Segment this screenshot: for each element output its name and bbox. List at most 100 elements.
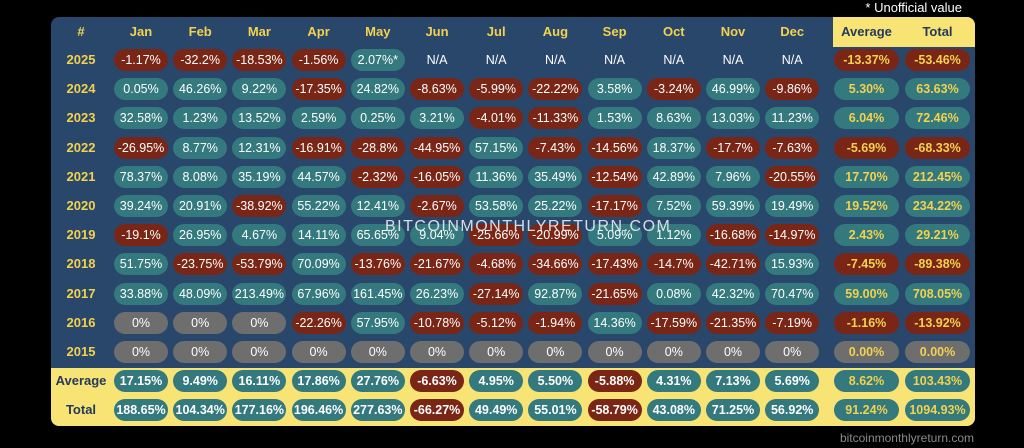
row-label-2018: 2018: [66, 256, 96, 272]
cell-2016-sep: 14.36%: [587, 311, 642, 334]
cell-2015-aug: 0%: [528, 341, 583, 363]
cell-total-total: 1094.93%: [905, 399, 970, 422]
site-url: bitcoinmonthlyreturn.com: [839, 431, 974, 445]
cell-2019-aug: -20.99%: [528, 224, 583, 247]
cell-total-mar: 177.16%: [232, 399, 287, 422]
cell-2023-nov: 13.03%: [706, 107, 760, 130]
cell-total-jul: 49.49%: [469, 399, 524, 422]
cell-2022-sep: -14.56%: [587, 136, 642, 159]
cell-2016-may: 57.95%: [350, 311, 405, 334]
cell-2020-jan: 39.24%: [114, 195, 168, 217]
summary-header-highlight: [833, 17, 975, 47]
col-header-aug: Aug: [542, 24, 569, 39]
cell-total-dec: 56.92%: [765, 399, 820, 422]
cell-2018-sep: -17.43%: [587, 253, 642, 276]
cell-2021-feb: 8.08%: [173, 165, 228, 188]
cell-2022-aug: -7.43%: [528, 136, 583, 159]
cell-2022-jan: -26.95%: [114, 136, 168, 159]
col-header-mar: Mar: [247, 24, 271, 39]
cell-average-sep: -5.88%: [587, 370, 642, 393]
row-label-2021: 2021: [66, 168, 96, 184]
cell-average-oct: 4.31%: [646, 370, 701, 393]
cell-2021-apr: 44.57%: [291, 165, 346, 188]
cell-2023-feb: 1.23%: [173, 107, 228, 130]
cell-2022-dec: -7.63%: [765, 136, 820, 159]
cell-2017-oct: 0.08%: [646, 282, 701, 305]
cell-2024-jul: -5.99%: [469, 78, 524, 101]
cell-2023-mar: 13.52%: [232, 107, 287, 130]
cell-2024-nov: 46.99%: [706, 78, 760, 101]
row-label-2022: 2022: [66, 139, 96, 155]
cell-2018-aug: -34.66%: [528, 253, 583, 276]
cell-2019-feb: 26.95%: [173, 224, 228, 247]
cell-2020-dec: 19.49%: [765, 195, 820, 217]
cell-2017-jun: 26.23%: [410, 282, 464, 305]
cell-2023-may: 0.25%: [350, 107, 405, 130]
col-header-jun: Jun: [425, 24, 449, 39]
cell-2021-aug: 35.49%: [528, 165, 583, 188]
cell-2022-jun: -44.95%: [410, 136, 464, 159]
cell-2016-feb: 0%: [173, 311, 228, 334]
cell-average-feb: 9.49%: [173, 370, 228, 393]
cell-2016-oct: -17.59%: [646, 311, 701, 334]
cell-2015-may: 0%: [350, 341, 405, 363]
cell-average-dec: 5.69%: [765, 370, 820, 393]
cell-average-jan: 17.15%: [114, 370, 168, 393]
cell-average-total: 103.43%: [905, 370, 970, 393]
cell-2018-jan: 51.75%: [114, 253, 168, 276]
cell-2015-nov: 0%: [706, 341, 760, 363]
cell-2015-feb: 0%: [173, 341, 228, 363]
cell-2023-jan: 32.58%: [114, 107, 168, 130]
cell-2024-aug: -22.22%: [528, 78, 583, 101]
cell-2016-jun: -10.78%: [410, 311, 464, 334]
row-label-2015: 2015: [66, 344, 96, 359]
cell-2025-jun: N/A: [426, 53, 448, 67]
cell-2016-nov: -21.35%: [706, 311, 760, 334]
cell-average-nov: 7.13%: [706, 370, 760, 393]
cell-2017-dec: 70.47%: [765, 282, 820, 305]
cell-2023-aug: -11.33%: [528, 107, 583, 130]
cell-2021-sep: -12.54%: [587, 165, 642, 188]
cell-2021-jul: 11.36%: [469, 165, 524, 188]
col-header-hash: #: [77, 24, 85, 39]
cell-2020-total: 234.22%: [905, 195, 970, 217]
cell-total-sep: -58.79%: [587, 399, 642, 422]
cell-2025-dec: N/A: [781, 53, 803, 67]
cell-2016-apr: -22.26%: [291, 311, 346, 334]
cell-2022-may: -28.8%: [350, 136, 405, 159]
cell-2015-total: 0.00%: [905, 341, 970, 363]
cell-2019-jun: 9.04%: [410, 224, 464, 247]
cell-2016-dec: -7.19%: [765, 311, 820, 334]
cell-2023-average: 6.04%: [834, 107, 899, 130]
cell-2019-sep: 5.09%: [587, 224, 642, 247]
cell-2020-nov: 59.39%: [706, 195, 760, 217]
cell-total-jun: -66.27%: [410, 399, 464, 422]
cell-2020-jun: -2.67%: [410, 195, 464, 217]
cell-total-aug: 55.01%: [528, 399, 583, 422]
row-label-total: Total: [65, 402, 97, 418]
cell-2023-jul: -4.01%: [469, 107, 524, 130]
cell-2016-mar: 0%: [232, 311, 287, 334]
cell-2018-may: -13.76%: [350, 253, 405, 276]
cell-2019-mar: 4.67%: [232, 224, 287, 247]
cell-2021-mar: 35.19%: [232, 165, 287, 188]
cell-total-feb: 104.34%: [173, 399, 228, 422]
cell-2018-dec: 15.93%: [765, 253, 820, 276]
cell-2022-mar: 12.31%: [232, 136, 287, 159]
cell-2022-feb: 8.77%: [173, 136, 228, 159]
cell-2015-mar: 0%: [232, 341, 287, 363]
cell-2017-may: 161.45%: [350, 282, 405, 305]
cell-2019-total: 29.21%: [905, 224, 970, 247]
cell-2020-jul: 53.58%: [469, 195, 524, 217]
col-header-oct: Oct: [662, 24, 685, 39]
row-label-2016: 2016: [66, 314, 96, 330]
cell-2024-total: 63.63%: [905, 78, 970, 101]
cell-2017-jan: 33.88%: [114, 282, 168, 305]
cell-2025-jan: -1.17%: [114, 49, 168, 71]
monthly-returns-table: # Jan Feb Mar Apr May Jun Jul Aug Sep Oct Nov Dec Ave…: [51, 17, 975, 426]
col-header-jul: Jul: [486, 24, 506, 39]
cell-2017-aug: 92.87%: [528, 282, 583, 305]
cell-2019-apr: 14.11%: [291, 224, 346, 247]
cell-2020-mar: -38.92%: [232, 195, 287, 217]
cell-2021-may: -2.32%: [350, 165, 405, 188]
